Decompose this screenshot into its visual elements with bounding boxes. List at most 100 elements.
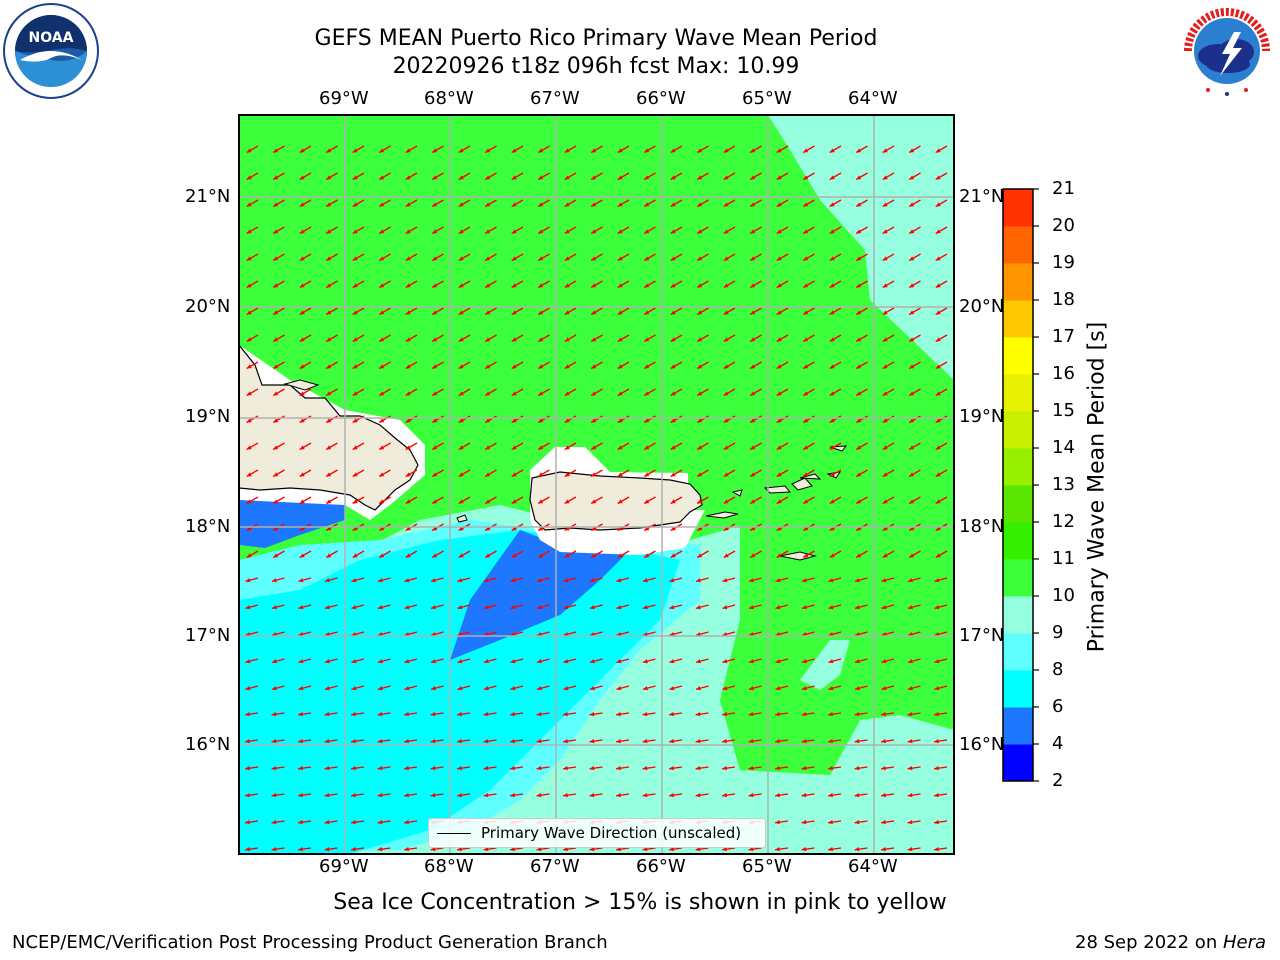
wave-arrow-head <box>379 256 385 261</box>
lat-label-left-17n: 17°N <box>185 625 231 646</box>
wave-arrow-head <box>591 202 597 207</box>
wave-arrow-head <box>538 202 544 207</box>
wave-arrow-head <box>564 418 570 423</box>
wave-arrow-head <box>803 283 809 288</box>
wave-arrow-head <box>564 337 570 342</box>
wave-arrow-head <box>246 256 252 261</box>
wave-arrow-head <box>564 310 570 315</box>
wave-arrow-head <box>669 739 674 744</box>
wave-arrow-head <box>644 445 650 450</box>
wave-arrow-head <box>750 148 756 153</box>
colorbar-tick-label: 21 <box>1052 178 1075 199</box>
wave-arrow-head <box>644 526 650 531</box>
wave-arrow-head <box>538 283 544 288</box>
wave-arrow-head <box>589 712 595 717</box>
wave-arrow-head <box>856 472 862 477</box>
wave-arrow-head <box>723 202 729 207</box>
wave-arrow-head <box>245 686 251 691</box>
wave-arrow-head <box>404 659 410 664</box>
wave-arrow-head <box>776 283 782 288</box>
wave-arrow-head <box>589 766 595 771</box>
wave-arrow-head <box>589 847 595 852</box>
wave-arrow-head <box>856 499 862 504</box>
wave-arrow-head <box>907 578 913 583</box>
wave-arrow-head <box>405 175 411 180</box>
wave-arrow-head <box>881 739 886 744</box>
wave-arrow-head <box>617 391 623 396</box>
colorbar-tick-label: 4 <box>1052 733 1064 754</box>
wave-arrow-head <box>934 686 940 691</box>
wave-arrow-head <box>245 820 250 825</box>
wave-arrow-head <box>907 766 913 771</box>
wave-arrow-head <box>856 202 862 207</box>
wave-arrow-head <box>510 793 515 798</box>
wave-arrow-head <box>538 175 544 180</box>
wave-arrow-head <box>591 499 597 504</box>
wave-arrow-head <box>617 283 623 288</box>
wave-arrow-head <box>670 364 676 369</box>
wave-arrow-head <box>511 526 517 531</box>
wave-arrow-head <box>854 847 860 852</box>
wave-arrow-head <box>271 578 277 583</box>
lat-label-right-21n: 21°N <box>959 186 1005 207</box>
wave-arrow-head <box>882 310 888 315</box>
wave-arrow-head <box>458 229 464 234</box>
wave-arrow-head <box>750 283 756 288</box>
wave-arrow-head <box>854 659 860 664</box>
wave-arrow-head <box>246 148 252 153</box>
wave-arrow-head <box>563 605 569 610</box>
wave-arrow-head <box>298 578 304 583</box>
wave-arrow-head <box>246 553 252 558</box>
wave-arrow-head <box>352 445 358 450</box>
wave-arrow-head <box>510 605 516 610</box>
wave-arrow-head <box>750 364 756 369</box>
wave-arrow-head <box>404 712 409 717</box>
wave-arrow-head <box>803 148 809 153</box>
wave-arrow-head <box>882 364 888 369</box>
period-fill-4-6-center <box>450 530 625 660</box>
wave-arrow-head <box>405 337 411 342</box>
wave-arrow-head <box>697 148 703 153</box>
wave-arrow-head <box>617 148 623 153</box>
noaa-logo: NOAA <box>2 2 100 100</box>
wave-arrow-head <box>829 148 835 153</box>
wave-arrow-head <box>510 686 516 691</box>
wave-arrow-head <box>246 310 252 315</box>
wave-arrow-head <box>404 739 409 744</box>
wave-arrow-head <box>776 148 782 153</box>
land-tortuga <box>283 379 320 391</box>
wave-arrow-head <box>563 793 568 798</box>
lon-label-bottom-66w: 66°W <box>636 856 686 877</box>
wave-arrow-head <box>536 659 542 664</box>
wave-arrow-head <box>775 820 780 825</box>
wave-arrow-head <box>405 148 411 153</box>
wave-arrow-head <box>591 229 597 234</box>
wave-arrow-head <box>750 418 756 423</box>
wave-arrow-head <box>458 148 464 153</box>
wave-arrow-head <box>881 659 887 664</box>
wave-arrow-head <box>273 472 279 477</box>
wave-arrow-head <box>432 310 438 315</box>
wave-arrow-head <box>405 526 411 531</box>
wave-arrow-head <box>616 766 621 771</box>
wave-arrow-head <box>511 175 517 180</box>
wave-arrow-head <box>935 175 941 180</box>
colorbar-segment <box>1003 337 1033 375</box>
wave-arrow-head <box>538 310 544 315</box>
wave-arrow-head <box>351 686 357 691</box>
wave-arrow-head <box>882 499 888 504</box>
wave-arrow-head <box>299 175 305 180</box>
wave-arrow-head <box>617 256 623 261</box>
wave-arrow-head <box>430 793 436 798</box>
wave-arrow-head <box>617 364 623 369</box>
wave-arrow-head <box>298 820 303 825</box>
wave-arrow-head <box>723 526 729 531</box>
wave-arrow-head <box>458 499 464 504</box>
wave-arrow-head <box>617 526 623 531</box>
wave-arrow-head <box>299 202 305 207</box>
wave-arrow-head <box>511 202 517 207</box>
wave-arrow-head <box>536 605 542 610</box>
wave-arrow-head <box>907 659 913 664</box>
land-st-john <box>791 477 813 491</box>
wave-arrow-head <box>326 364 332 369</box>
